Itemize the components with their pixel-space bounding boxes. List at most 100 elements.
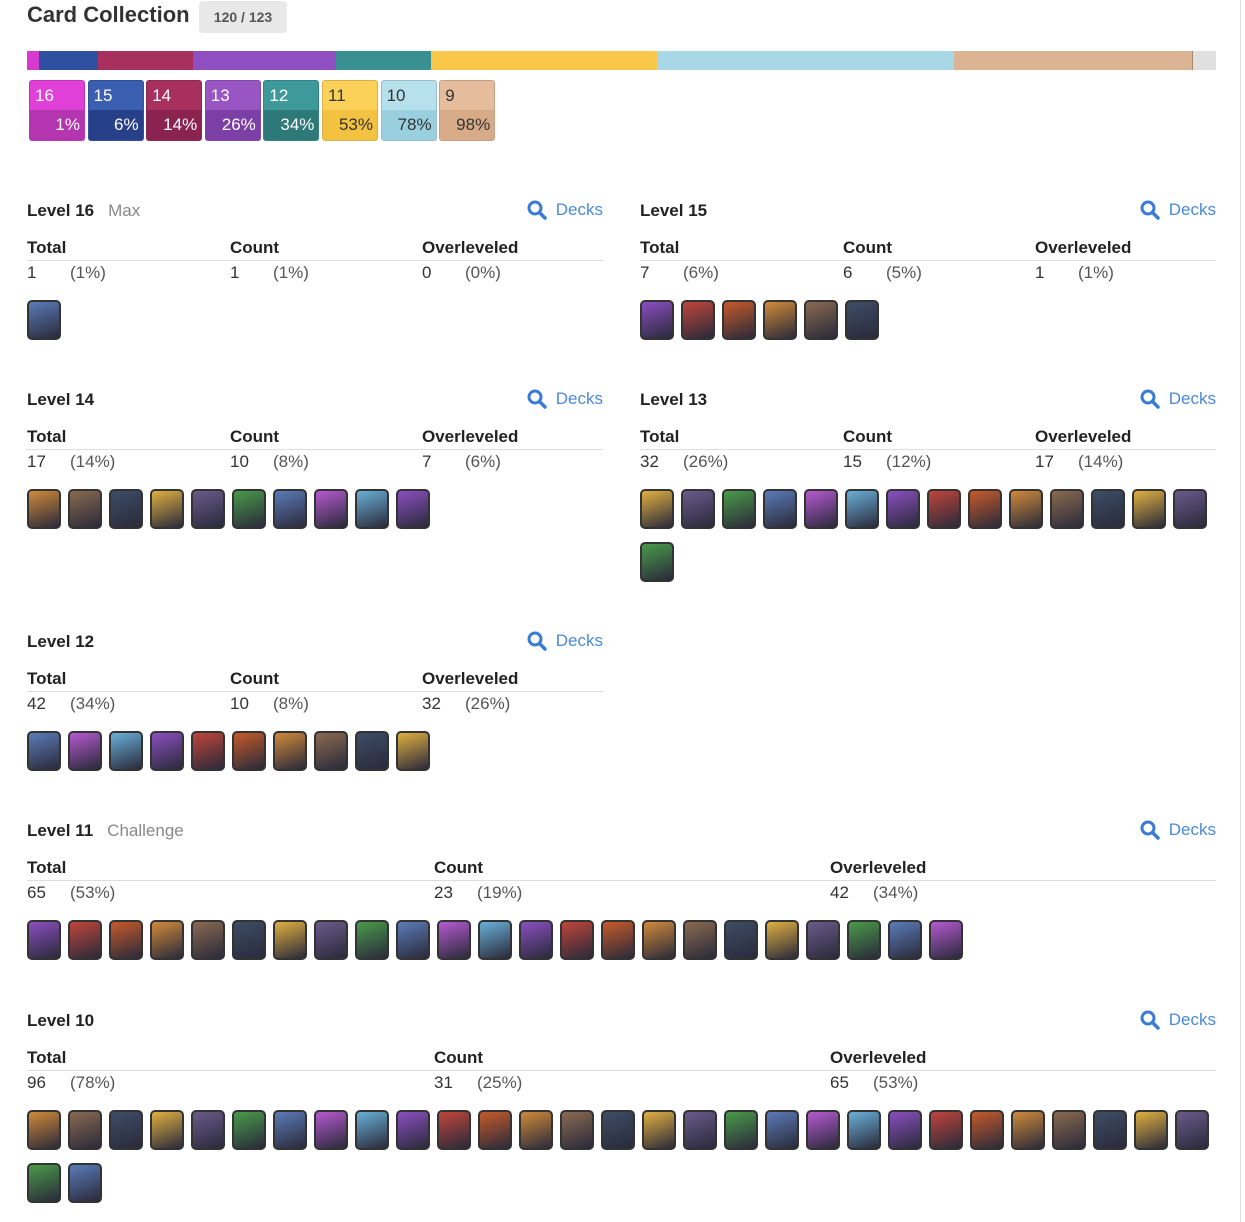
card-icon[interactable] (1050, 489, 1084, 529)
card-icon[interactable] (396, 731, 430, 771)
card-icon[interactable] (722, 489, 756, 529)
card-icon[interactable] (519, 920, 553, 960)
card-icon[interactable] (847, 920, 881, 960)
card-icon[interactable] (1093, 1110, 1127, 1150)
card-icon[interactable] (1091, 489, 1125, 529)
card-icon[interactable] (232, 731, 266, 771)
card-icon[interactable] (232, 489, 266, 529)
card-icon[interactable] (68, 731, 102, 771)
card-icon[interactable] (396, 489, 430, 529)
card-icon[interactable] (68, 920, 102, 960)
card-icon[interactable] (1173, 489, 1207, 529)
card-icon[interactable] (642, 920, 676, 960)
card-icon[interactable] (27, 731, 61, 771)
card-icon[interactable] (273, 731, 307, 771)
card-icon[interactable] (806, 1110, 840, 1150)
decks-link[interactable]: Decks (527, 389, 603, 409)
decks-link[interactable]: Decks (1140, 200, 1216, 220)
card-icon[interactable] (27, 1163, 61, 1203)
card-icon[interactable] (765, 920, 799, 960)
card-icon[interactable] (681, 489, 715, 529)
card-icon[interactable] (150, 1110, 184, 1150)
card-icon[interactable] (519, 1110, 553, 1150)
card-icon[interactable] (314, 731, 348, 771)
card-icon[interactable] (27, 920, 61, 960)
card-icon[interactable] (601, 920, 635, 960)
card-icon[interactable] (847, 1110, 881, 1150)
card-icon[interactable] (314, 489, 348, 529)
card-icon[interactable] (806, 920, 840, 960)
card-icon[interactable] (1132, 489, 1166, 529)
card-icon[interactable] (27, 1110, 61, 1150)
card-icon[interactable] (355, 1110, 389, 1150)
decks-link[interactable]: Decks (527, 631, 603, 651)
card-icon[interactable] (109, 489, 143, 529)
card-icon[interactable] (1009, 489, 1043, 529)
card-icon[interactable] (27, 489, 61, 529)
card-icon[interactable] (724, 1110, 758, 1150)
decks-link[interactable]: Decks (1140, 1010, 1216, 1030)
card-icon[interactable] (968, 489, 1002, 529)
card-icon[interactable] (68, 1163, 102, 1203)
card-icon[interactable] (191, 1110, 225, 1150)
card-icon[interactable] (845, 300, 879, 340)
card-icon[interactable] (765, 1110, 799, 1150)
card-icon[interactable] (1052, 1110, 1086, 1150)
decks-link[interactable]: Decks (1140, 820, 1216, 840)
card-icon[interactable] (191, 920, 225, 960)
card-icon[interactable] (191, 731, 225, 771)
card-icon[interactable] (601, 1110, 635, 1150)
card-icon[interactable] (888, 920, 922, 960)
card-icon[interactable] (437, 920, 471, 960)
card-icon[interactable] (560, 1110, 594, 1150)
card-icon[interactable] (845, 489, 879, 529)
card-icon[interactable] (109, 920, 143, 960)
card-icon[interactable] (927, 489, 961, 529)
card-icon[interactable] (355, 489, 389, 529)
card-icon[interactable] (109, 731, 143, 771)
card-icon[interactable] (640, 542, 674, 582)
card-icon[interactable] (683, 920, 717, 960)
card-icon[interactable] (929, 920, 963, 960)
card-icon[interactable] (314, 1110, 348, 1150)
card-icon[interactable] (1134, 1110, 1168, 1150)
card-icon[interactable] (396, 1110, 430, 1150)
card-icon[interactable] (273, 1110, 307, 1150)
card-icon[interactable] (681, 300, 715, 340)
card-icon[interactable] (27, 300, 61, 340)
card-icon[interactable] (150, 731, 184, 771)
card-icon[interactable] (355, 920, 389, 960)
card-icon[interactable] (640, 489, 674, 529)
card-icon[interactable] (763, 300, 797, 340)
card-icon[interactable] (109, 1110, 143, 1150)
card-icon[interactable] (478, 920, 512, 960)
card-icon[interactable] (68, 1110, 102, 1150)
card-icon[interactable] (68, 489, 102, 529)
card-icon[interactable] (804, 300, 838, 340)
card-icon[interactable] (232, 1110, 266, 1150)
card-icon[interactable] (970, 1110, 1004, 1150)
card-icon[interactable] (478, 1110, 512, 1150)
card-icon[interactable] (1011, 1110, 1045, 1150)
card-icon[interactable] (886, 489, 920, 529)
card-icon[interactable] (1175, 1110, 1209, 1150)
card-icon[interactable] (273, 489, 307, 529)
card-icon[interactable] (191, 489, 225, 529)
card-icon[interactable] (804, 489, 838, 529)
card-icon[interactable] (150, 489, 184, 529)
card-icon[interactable] (640, 300, 674, 340)
card-icon[interactable] (888, 1110, 922, 1150)
card-icon[interactable] (437, 1110, 471, 1150)
card-icon[interactable] (763, 489, 797, 529)
card-icon[interactable] (683, 1110, 717, 1150)
card-icon[interactable] (314, 920, 348, 960)
card-icon[interactable] (560, 920, 594, 960)
card-icon[interactable] (355, 731, 389, 771)
card-icon[interactable] (150, 920, 184, 960)
card-icon[interactable] (724, 920, 758, 960)
card-icon[interactable] (273, 920, 307, 960)
decks-link[interactable]: Decks (1140, 389, 1216, 409)
card-icon[interactable] (929, 1110, 963, 1150)
decks-link[interactable]: Decks (527, 200, 603, 220)
card-icon[interactable] (722, 300, 756, 340)
